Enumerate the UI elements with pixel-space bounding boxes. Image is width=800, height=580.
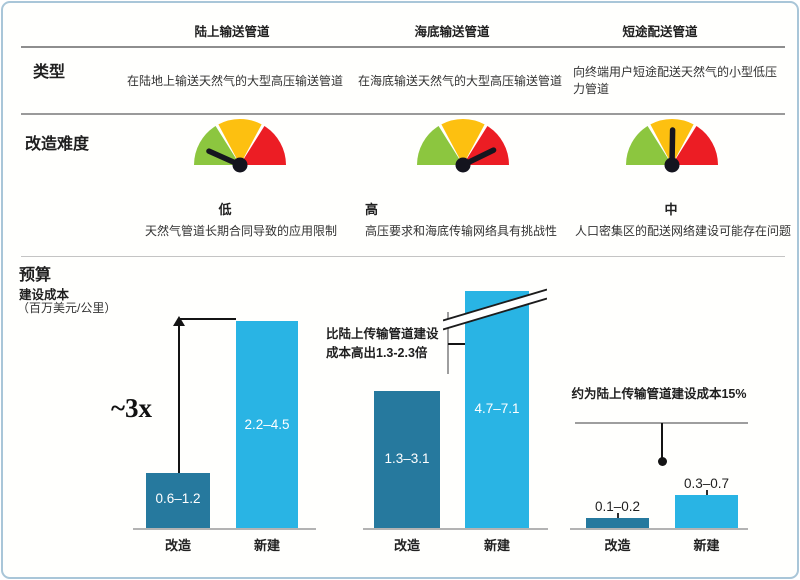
gauge-yellow-segment: [218, 119, 262, 165]
difficulty-gauge-distribution: [622, 115, 722, 175]
chart3-callout-dot: [658, 457, 667, 466]
gauge-hub: [232, 157, 248, 173]
budget-subtitle: 建设成本: [19, 288, 70, 302]
chart3-reference-line: [575, 422, 748, 424]
type-desc-subsea: 在海底输送天然气的大型高压输送管道: [357, 74, 562, 88]
difficulty-level-distribution: 中: [664, 202, 678, 217]
chart2-baseline: [363, 528, 548, 530]
gauge-yellow-segment: [441, 119, 485, 165]
gauge-red-segment: [240, 126, 286, 165]
column-header-distribution: 短途配送管道: [622, 25, 698, 39]
difficulty-note-onshore: 天然气管道长期合同导致的应用限制: [144, 224, 337, 238]
divider-header: [21, 46, 785, 48]
gauge-green-segment: [417, 126, 463, 165]
difficulty-gauge-subsea: [413, 115, 513, 175]
chart2-axis-break-icon: [443, 285, 547, 333]
chart2-bar-new: [465, 291, 529, 529]
chart2-annotation-line1: 比陆上传输管道建设: [326, 327, 439, 341]
chart2-xlabel-retrofit: 改造: [393, 538, 420, 553]
column-header-subsea: 海底输送管道: [414, 25, 490, 39]
chart2-annotation-line2: 成本高出1.3-2.3倍: [326, 345, 428, 360]
chart1-bar-retrofit: [146, 473, 210, 529]
chart2-bar-retrofit-value: 1.3–3.1: [384, 451, 430, 466]
chart1-xlabel-retrofit: 改造: [164, 538, 191, 553]
chart1-xlabel-new: 新建: [253, 538, 280, 553]
type-desc-onshore: 在陆地上输送天然气的大型高压输送管道: [126, 74, 343, 88]
chart1-bar-retrofit-value: 0.6–1.2: [155, 491, 201, 506]
chart1-bar-new: [236, 321, 298, 529]
chart3-bar-new: [675, 495, 738, 529]
chart2-bar-retrofit: [374, 391, 440, 529]
chart1-connector-line: [179, 318, 236, 320]
divider-difficulty: [21, 256, 785, 257]
row-label-budget: 预算: [19, 267, 52, 284]
chart3-baseline: [570, 528, 748, 530]
gauge-green-segment: [194, 126, 240, 165]
difficulty-note-subsea: 高压要求和海底传输网络具有挑战性: [365, 224, 558, 238]
chart2-xlabel-new: 新建: [483, 538, 510, 553]
chart3-tick-retrofit: [617, 513, 619, 521]
chart2-bar-new-value: 4.7–7.1: [474, 401, 520, 416]
chart3-bar-retrofit: [586, 518, 649, 529]
difficulty-gauge-onshore: [190, 115, 290, 175]
chart1-arrow-line: [178, 323, 180, 473]
chart3-annotation: 约为陆上传输管道建设成本15%: [571, 387, 747, 401]
row-label-difficulty: 改造难度: [25, 136, 90, 153]
chart1-bar-new-value: 2.2–4.5: [244, 417, 290, 432]
divider-type: [21, 113, 785, 115]
difficulty-note-distribution: 人口密集区的配送网络建设可能存在问题: [575, 224, 792, 238]
chart3-bar-retrofit-value: 0.1–0.2: [594, 499, 641, 514]
chart3-xlabel-retrofit: 改造: [604, 538, 631, 553]
gauge-hub: [455, 157, 471, 173]
type-desc-distribution: 向终端用户短途配送天然气的小型低压力管道: [573, 65, 778, 97]
gauge-red-segment: [672, 126, 718, 165]
difficulty-level-subsea: 高: [365, 202, 379, 217]
chart2-annotation: 比陆上传输管道建设 成本高出1.3-2.3倍: [326, 325, 439, 363]
chart2-callout-axis-line: [447, 312, 449, 374]
chart3-bar-new-value: 0.3–0.7: [683, 476, 730, 491]
column-header-onshore: 陆上输送管道: [194, 25, 270, 39]
chart3-callout-line: [661, 423, 663, 459]
row-label-type: 类型: [33, 64, 66, 81]
chart1-multiplier-annotation: ~3x: [111, 393, 153, 423]
budget-unit: （百万美元/公里）: [17, 301, 117, 315]
chart1-baseline: [133, 528, 316, 530]
difficulty-level-onshore: 低: [218, 202, 232, 217]
gauge-green-segment: [626, 126, 672, 165]
chart3-xlabel-new: 新建: [693, 538, 720, 553]
gauge-hub: [664, 157, 680, 173]
chart1-arrowhead-icon: [173, 316, 185, 326]
gauge-red-segment: [463, 126, 509, 165]
